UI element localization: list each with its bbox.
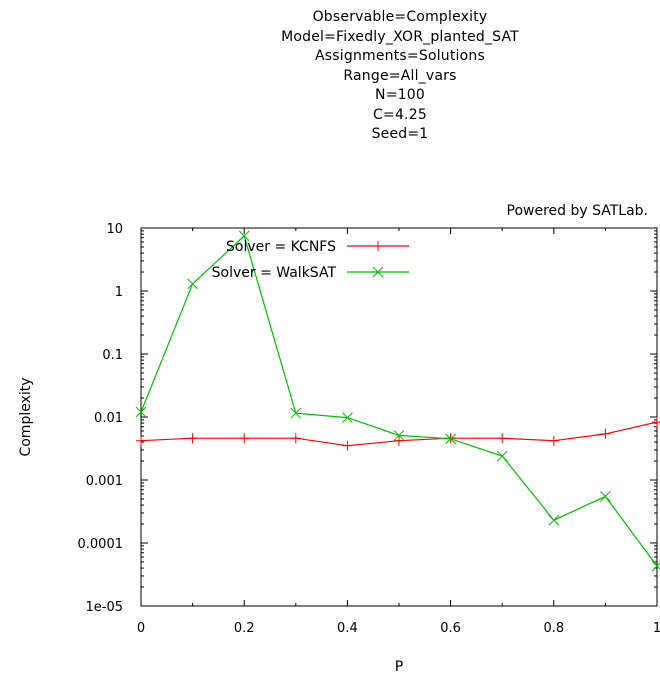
data-point-kcnfs bbox=[342, 440, 353, 451]
data-point-walksat bbox=[600, 491, 611, 502]
series-layer bbox=[135, 230, 660, 572]
x-tick-label: 0.2 bbox=[234, 621, 255, 636]
legend-label-kcnfs: Solver = KCNFS bbox=[226, 239, 336, 255]
title-c: C=4.25 bbox=[373, 106, 427, 123]
credit-label: Powered by SATLab. bbox=[506, 203, 649, 219]
data-point-walksat bbox=[548, 514, 560, 526]
y-tick-label: 0.1 bbox=[102, 348, 123, 363]
data-point-kcnfs bbox=[239, 433, 250, 444]
data-point-walksat bbox=[135, 406, 147, 418]
data-point-kcnfs bbox=[187, 433, 198, 444]
y-tick-label: 0.01 bbox=[94, 411, 123, 426]
title-observable: Observable=Complexity bbox=[312, 9, 488, 25]
legend-marker-walksat bbox=[372, 266, 384, 278]
data-point-kcnfs bbox=[600, 428, 611, 439]
data-point-walksat bbox=[651, 560, 660, 572]
x-tick-label: 1 bbox=[653, 621, 660, 636]
legend-label-walksat: Solver = WalkSAT bbox=[212, 265, 337, 281]
title-model: Model=Fixedly_XOR_planted_SAT bbox=[281, 28, 519, 45]
data-point-kcnfs bbox=[394, 435, 404, 446]
data-point-walksat bbox=[187, 278, 198, 290]
title-seed: Seed=1 bbox=[371, 126, 429, 142]
data-point-kcnfs bbox=[548, 435, 559, 446]
legend-marker-kcnfs bbox=[373, 241, 383, 251]
y-tick-label: 1 bbox=[115, 285, 123, 300]
data-point-walksat bbox=[238, 230, 250, 242]
x-tick-label: 0 bbox=[137, 621, 145, 636]
y-tick-label: 10 bbox=[106, 222, 123, 237]
title-n: N=100 bbox=[375, 87, 425, 103]
legend: Solver = KCNFS Solver = WalkSAT bbox=[212, 239, 409, 281]
y-tick-label: 0.001 bbox=[86, 474, 123, 489]
data-point-kcnfs bbox=[136, 435, 146, 446]
data-point-walksat bbox=[290, 407, 302, 419]
y-axis: 1e-05 0.0001 0.001 0.01 0.1 1 10 bbox=[78, 222, 657, 615]
data-point-walksat bbox=[445, 433, 456, 445]
data-point-kcnfs bbox=[290, 433, 301, 444]
y-tick-label: 0.0001 bbox=[78, 537, 124, 552]
data-point-walksat bbox=[342, 412, 353, 423]
y-axis-title: Complexity bbox=[18, 377, 34, 456]
x-tick-label: 0.6 bbox=[440, 621, 461, 636]
data-point-walksat bbox=[393, 430, 405, 441]
x-axis-title: P bbox=[395, 659, 403, 675]
title-assignments: Assignments=Solutions bbox=[315, 48, 485, 64]
series-line-walksat bbox=[140, 234, 658, 567]
y-tick-label: 1e-05 bbox=[85, 600, 123, 615]
chart-title: Observable=Complexity Model=Fixedly_XOR_… bbox=[0, 8, 660, 145]
x-tick-label: 0.8 bbox=[543, 621, 564, 636]
data-point-walksat bbox=[496, 450, 508, 462]
x-axis: 0 0.2 0.4 0.6 0.8 1 bbox=[137, 228, 660, 636]
title-range: Range=All_vars bbox=[343, 67, 457, 84]
data-point-kcnfs bbox=[652, 417, 660, 428]
x-tick-label: 0.4 bbox=[337, 621, 358, 636]
data-point-kcnfs bbox=[497, 433, 508, 444]
plot-frame bbox=[140, 227, 658, 607]
